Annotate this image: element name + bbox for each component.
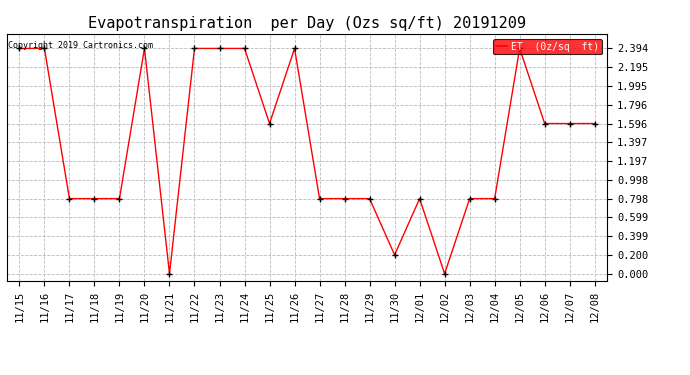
Text: Copyright 2019 Cartronics.com: Copyright 2019 Cartronics.com — [8, 41, 153, 50]
Legend: ET  (0z/sq  ft): ET (0z/sq ft) — [493, 39, 602, 54]
Title: Evapotranspiration  per Day (Ozs sq/ft) 20191209: Evapotranspiration per Day (Ozs sq/ft) 2… — [88, 16, 526, 31]
